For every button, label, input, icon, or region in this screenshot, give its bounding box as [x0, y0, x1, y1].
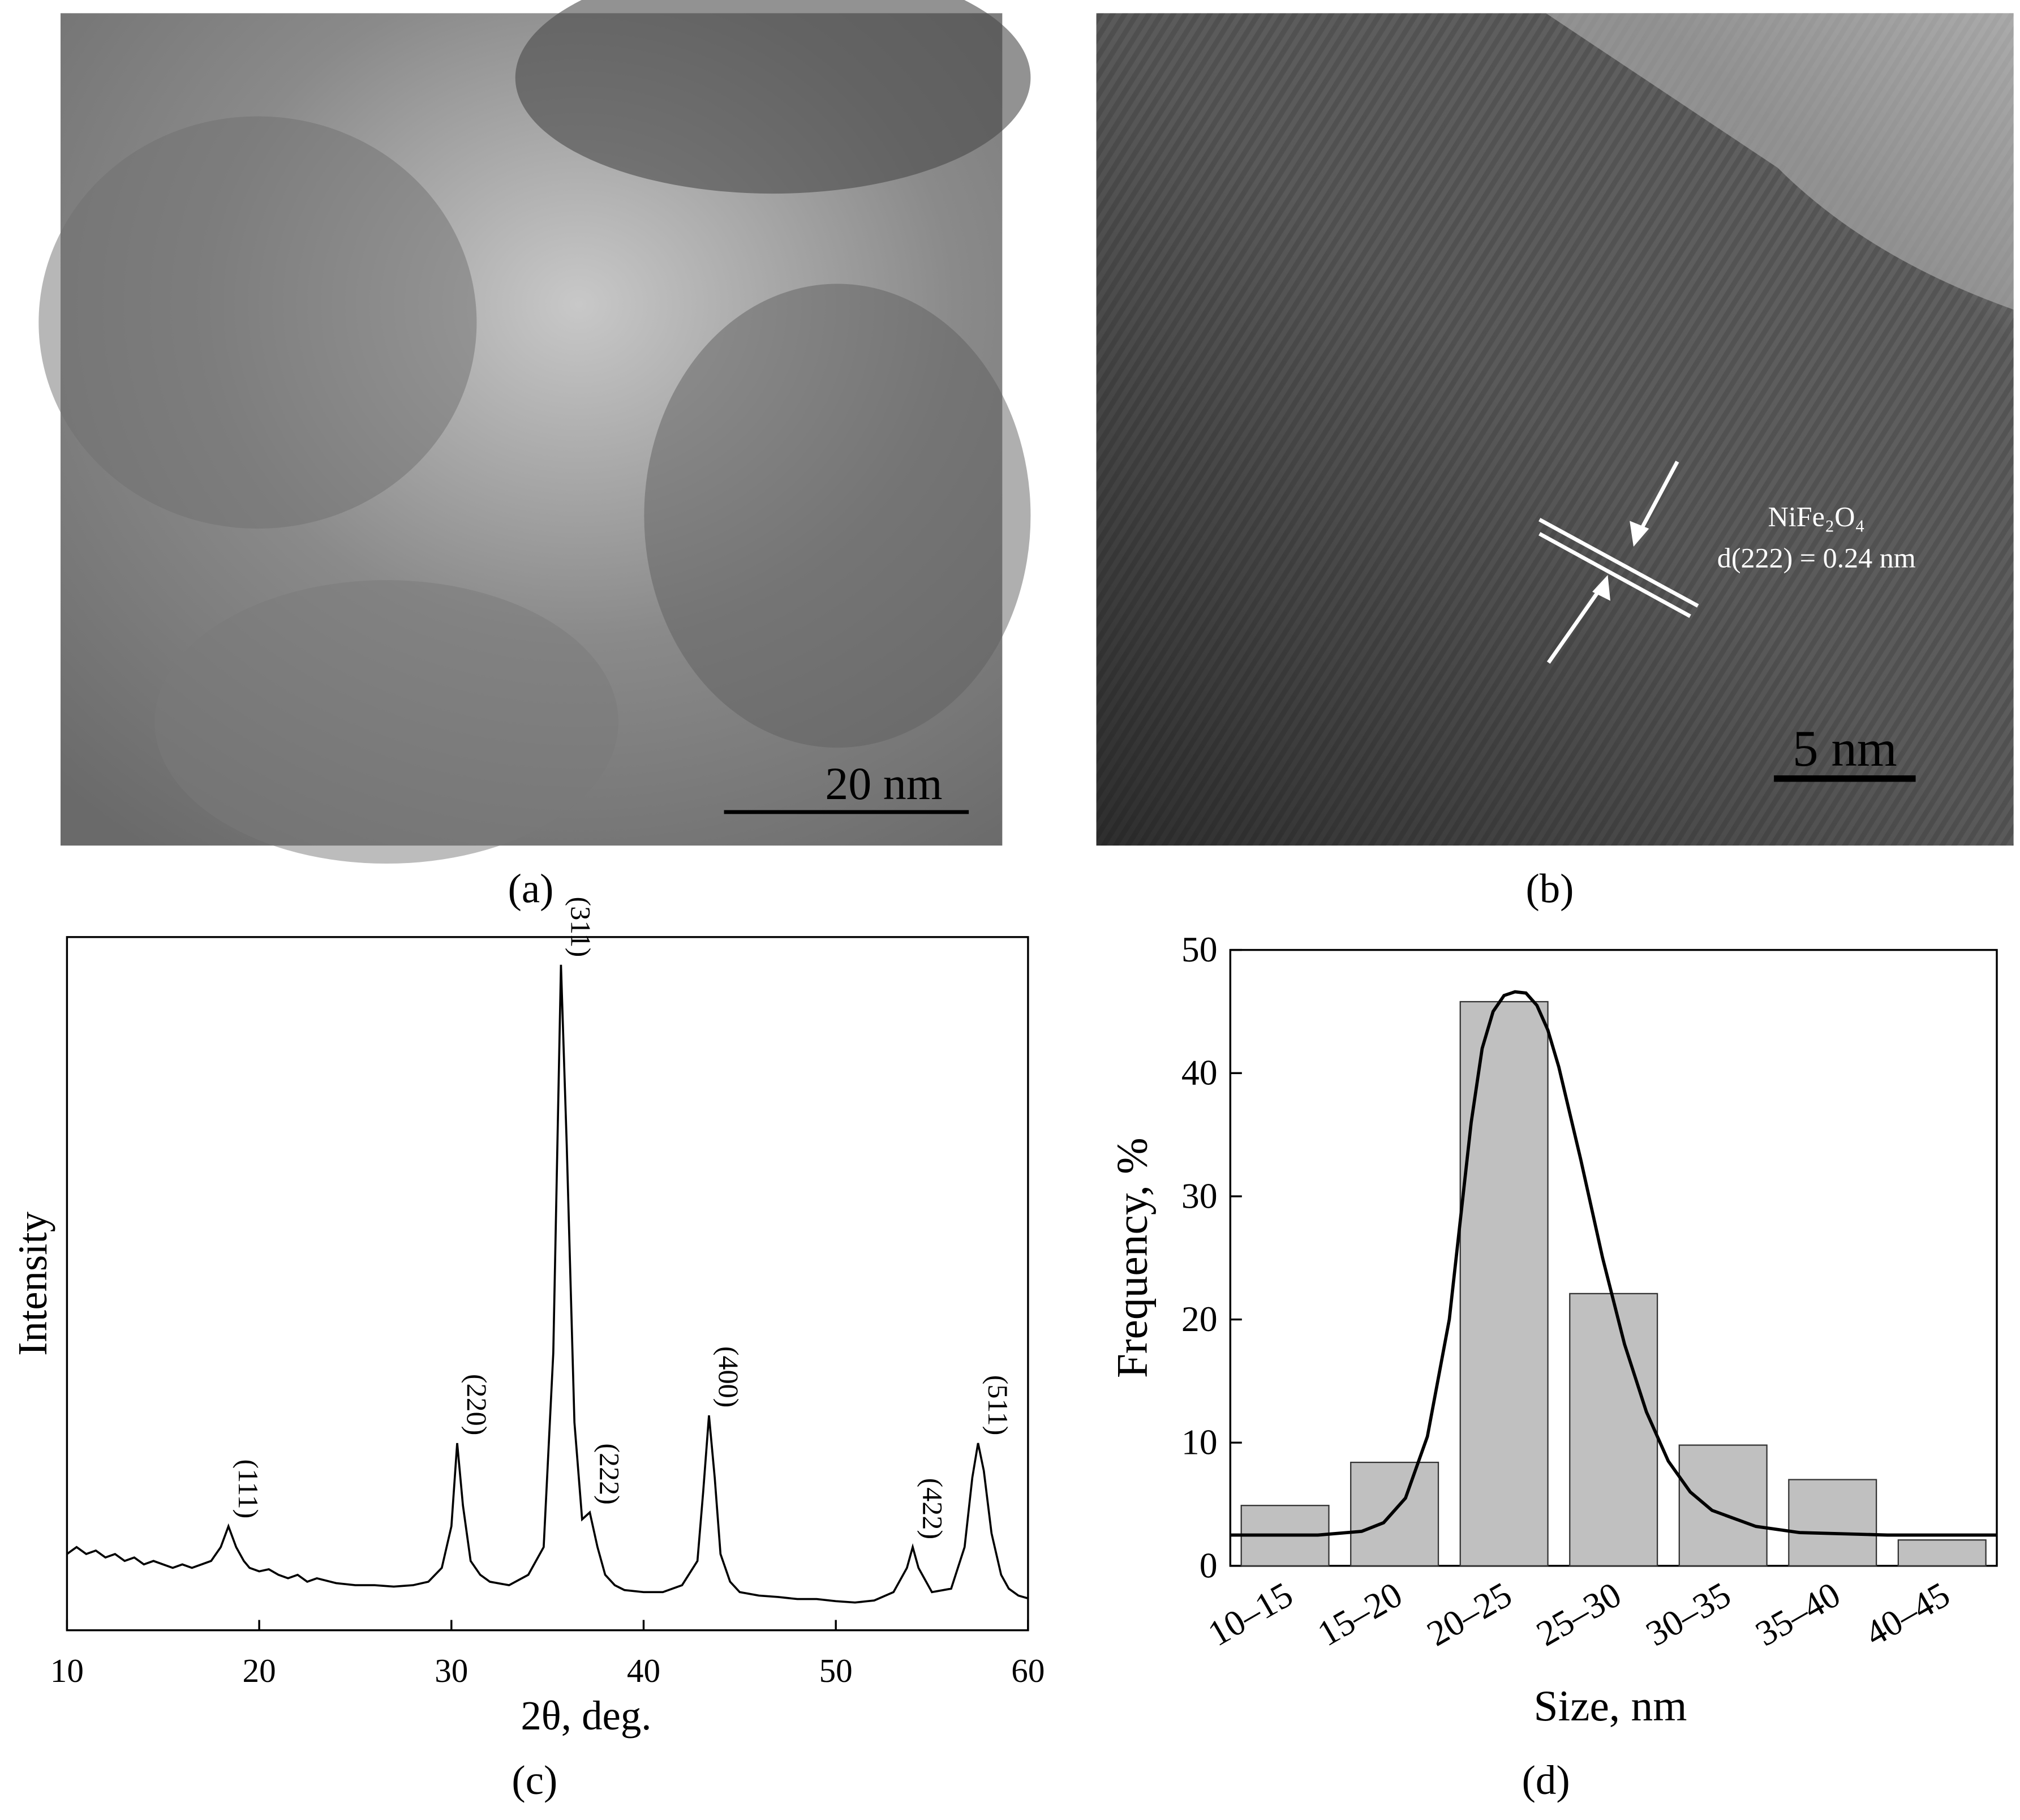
x-axis-title: 2θ, deg.: [521, 1693, 651, 1739]
arrow-head: [1592, 575, 1610, 601]
bar: [1897, 1539, 1987, 1567]
peak-label: (511): [982, 1375, 1014, 1436]
arrow-head: [1630, 521, 1649, 547]
xrd-trace: [66, 964, 1029, 1604]
x-tick-label: 40–45: [1858, 1574, 1956, 1654]
particle: [154, 580, 618, 864]
xrd-chart: 2θ, deg. Intensity (c) 10 20 30 40 50 60 (111)…: [10, 897, 1045, 1803]
plot-frame: [66, 936, 1029, 1632]
phase-label: NiFe₂O₄: [1768, 501, 1865, 533]
x-tick-label: 25–30: [1529, 1574, 1627, 1654]
d-spacing-label: d(222) = 0.24 nm: [1717, 542, 1916, 573]
x-tick-label: 15–20: [1310, 1574, 1408, 1654]
particle: [38, 116, 477, 529]
fringe-marker: [1538, 532, 1691, 618]
panel-b: NiFe₂O₄ d(222) = 0.24 nm 5 nm (b): [1096, 13, 2014, 911]
scale-bar-label: 20 nm: [825, 758, 942, 809]
panel-a: 20 nm (a): [38, 0, 1031, 911]
panel-label: (d): [1522, 1757, 1570, 1803]
particle: [644, 284, 1031, 748]
bar: [1788, 1479, 1877, 1567]
x-axis-title: Size, nm: [1534, 1681, 1687, 1730]
bar: [1678, 1444, 1768, 1567]
x-tick-label: 30–35: [1639, 1574, 1737, 1654]
panel-label: (a): [508, 865, 554, 911]
peak-label: (400): [713, 1346, 745, 1407]
x-tick-label: 20: [242, 1652, 276, 1689]
bar: [1350, 1461, 1439, 1567]
y-axis-title: Intensity: [10, 1211, 55, 1355]
bright-region: [1546, 13, 2014, 310]
x-tick-label: 20–25: [1420, 1574, 1518, 1654]
y-axis-title: Frequency, %: [1107, 1138, 1156, 1378]
peak-label: (111): [233, 1460, 264, 1519]
peak-label: (311): [565, 897, 597, 958]
y-tick-label: 30: [1181, 1175, 1218, 1216]
particle: [515, 0, 1031, 194]
scale-bar-label: 5 nm: [1793, 720, 1897, 777]
x-tick-label: 35–40: [1748, 1574, 1846, 1654]
arrow: [1546, 584, 1605, 664]
x-tick-label: 10: [50, 1652, 84, 1689]
y-tick-label: 10: [1181, 1422, 1218, 1462]
fringe-marker: [1538, 518, 1699, 608]
x-tick-label: 60: [1011, 1652, 1045, 1689]
x-tick-label: 50: [819, 1652, 853, 1689]
peak-label: (220): [461, 1374, 493, 1435]
x-tick-label: 10–15: [1201, 1574, 1299, 1654]
panel-label: (b): [1526, 865, 1574, 911]
bar: [1459, 1001, 1549, 1567]
peak-label: (222): [594, 1443, 626, 1504]
peak-label: (422): [917, 1478, 948, 1539]
y-tick-label: 20: [1181, 1299, 1218, 1339]
x-tick-label: 40: [627, 1652, 660, 1689]
histogram-chart: Size, nm Frequency, % (d) 0 10 20 30 40 50 10–…: [1107, 929, 1998, 1803]
y-tick-label: 50: [1181, 929, 1218, 969]
arrow: [1634, 461, 1679, 540]
x-tick-label: 30: [435, 1652, 468, 1689]
panel-label: (c): [512, 1757, 557, 1803]
bar: [1569, 1293, 1658, 1567]
y-tick-label: 40: [1181, 1053, 1218, 1093]
fit-curve: [1230, 990, 1997, 1537]
y-tick-label: 0: [1200, 1545, 1218, 1585]
